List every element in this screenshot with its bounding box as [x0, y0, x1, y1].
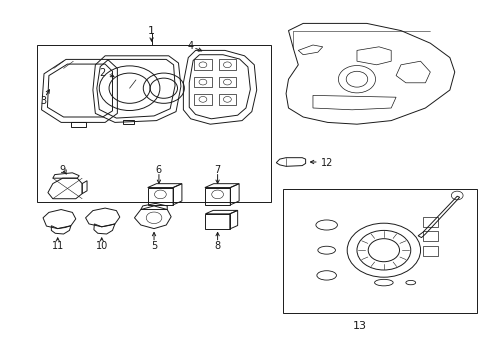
Text: 1: 1 [148, 26, 155, 36]
Bar [218, 94, 236, 105]
Text: 8: 8 [214, 240, 220, 251]
Text: 7: 7 [214, 165, 220, 175]
Bar [218, 77, 236, 87]
Bar [422, 231, 437, 241]
Text: 12: 12 [320, 158, 332, 168]
Bar [37, 45, 271, 202]
Text: 10: 10 [95, 240, 108, 251]
Bar [194, 94, 211, 105]
Bar [218, 59, 236, 70]
Bar [194, 59, 211, 70]
Text: 2: 2 [100, 68, 105, 78]
Text: 9: 9 [60, 165, 65, 175]
Text: 6: 6 [156, 165, 162, 175]
Bar [422, 217, 437, 227]
Text: 4: 4 [187, 41, 193, 51]
Text: 11: 11 [51, 240, 64, 251]
Bar [282, 189, 476, 313]
Text: 3: 3 [40, 96, 46, 106]
Bar [422, 246, 437, 256]
Bar [194, 77, 211, 87]
Text: 13: 13 [352, 321, 366, 331]
Text: 5: 5 [151, 240, 157, 251]
